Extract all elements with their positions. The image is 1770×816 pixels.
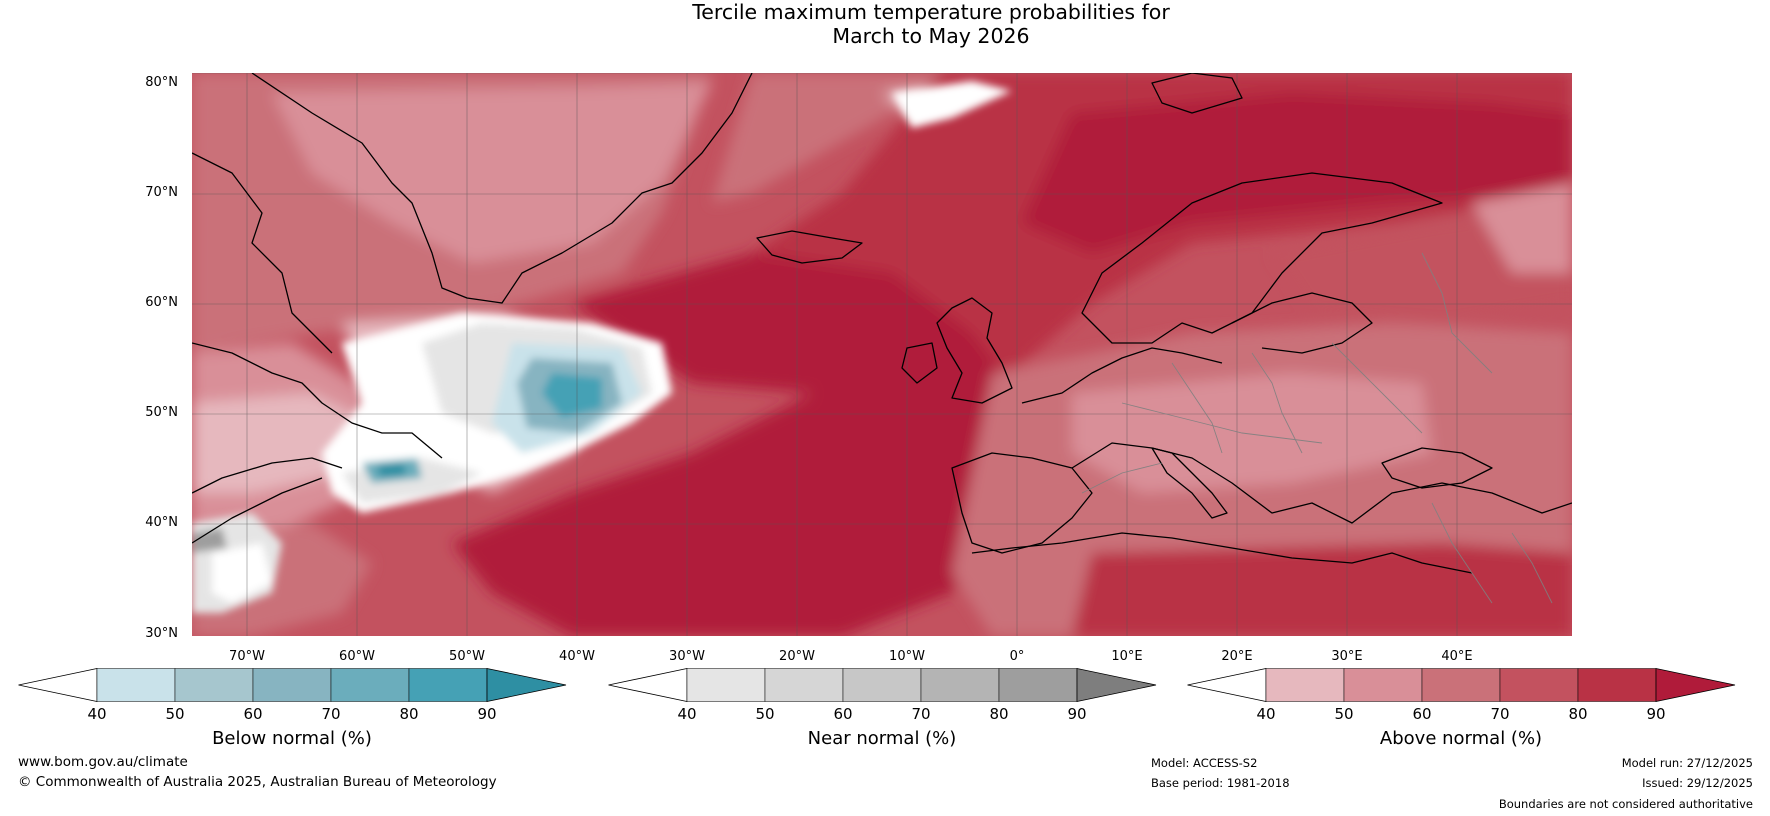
disclaimer-text: Boundaries are not considered authoritat… <box>1498 797 1753 811</box>
lat-label-80n: 80°N <box>145 75 178 90</box>
above-colorbar-cell <box>1421 668 1501 702</box>
lat-label-60n: 60°N <box>145 295 178 310</box>
below-colorbar-cell <box>174 668 254 702</box>
above-colorbar-cell <box>1265 668 1345 702</box>
baffin-coast <box>192 152 333 354</box>
lon-label-40e: 40°E <box>1441 649 1473 664</box>
above-tick-70: 70 <box>1490 705 1510 723</box>
baltic-coast <box>1231 292 1373 354</box>
near-tick-70: 70 <box>911 705 931 723</box>
near-colorbar-cell <box>920 668 1000 702</box>
above-colorbar-upper-extension <box>1655 668 1736 702</box>
near-tick-40: 40 <box>677 705 697 723</box>
europe-mainland-coast <box>1021 347 1223 404</box>
below-normal-label: Below normal (%) <box>212 728 372 749</box>
above-colorbar-cell <box>1577 668 1657 702</box>
lon-label-20e: 20°E <box>1221 649 1253 664</box>
below-normal-region <box>192 81 1012 613</box>
near-colorbar-cell <box>764 668 844 702</box>
country-borders <box>1081 252 1553 604</box>
near-colorbar-upper-extension <box>1076 668 1157 702</box>
model-text: Model: ACCESS-S2 <box>1151 756 1258 770</box>
above-normal-colorbar <box>1187 668 1736 702</box>
north-africa-coast <box>971 532 1473 574</box>
title-line-2: March to May 2026 <box>832 24 1030 48</box>
below-tick-90: 90 <box>477 705 497 723</box>
near-normal-colorbar <box>608 668 1157 702</box>
lon-label-10e: 10°E <box>1111 649 1143 664</box>
coastlines <box>192 73 1572 574</box>
near-tick-80: 80 <box>989 705 1009 723</box>
labrador-coast <box>192 342 443 459</box>
ireland-coast <box>901 342 938 384</box>
near-colorbar-cell <box>842 668 922 702</box>
great-britain-coast <box>936 297 1013 404</box>
below-colorbar-cell <box>408 668 488 702</box>
north-america-east-coast <box>192 477 323 544</box>
lat-label-50n: 50°N <box>145 405 178 420</box>
above-tick-40: 40 <box>1256 705 1276 723</box>
below-colorbar-lower-extension <box>18 668 98 702</box>
above-colorbar-cell <box>1343 668 1423 702</box>
near-tick-60: 60 <box>833 705 853 723</box>
lon-label-10w: 10°W <box>889 649 925 664</box>
above-tick-80: 80 <box>1568 705 1588 723</box>
above-colorbar-lower-extension <box>1187 668 1267 702</box>
nova-scotia-coast <box>192 457 343 494</box>
website-text: www.bom.gov.au/climate <box>18 754 188 770</box>
below-colorbar-cell <box>330 668 410 702</box>
near-colorbar-cell <box>686 668 766 702</box>
issued-text: Issued: 29/12/2025 <box>1642 776 1753 790</box>
title-line-1: Tercile maximum temperature probabilitie… <box>692 0 1170 24</box>
black-sea-coast <box>1381 447 1493 489</box>
base-period-text: Base period: 1981-2018 <box>1151 776 1290 790</box>
iceland-coast <box>756 230 863 264</box>
below-tick-60: 60 <box>243 705 263 723</box>
svalbard-coast <box>1151 73 1243 114</box>
lon-label-20w: 20°W <box>779 649 815 664</box>
above-tick-50: 50 <box>1334 705 1354 723</box>
probability-field <box>192 73 1572 636</box>
greenland-coast <box>251 73 753 304</box>
lat-label-70n: 70°N <box>145 185 178 200</box>
below-tick-80: 80 <box>399 705 419 723</box>
lon-label-40w: 40°W <box>559 649 595 664</box>
below-tick-50: 50 <box>165 705 185 723</box>
lon-label-0: 0° <box>1009 649 1025 664</box>
near-tick-50: 50 <box>755 705 775 723</box>
graticule <box>192 73 1572 636</box>
chart-title: Tercile maximum temperature probabilitie… <box>0 0 1770 48</box>
near-colorbar-lower-extension <box>608 668 688 702</box>
below-colorbar-upper-extension <box>486 668 567 702</box>
near-normal-label: Near normal (%) <box>807 728 957 749</box>
lon-label-60w: 60°W <box>339 649 375 664</box>
below-colorbar-cell <box>96 668 176 702</box>
below-tick-70: 70 <box>321 705 341 723</box>
near-colorbar-cell <box>998 668 1078 702</box>
below-tick-40: 40 <box>87 705 107 723</box>
above-normal-label: Above normal (%) <box>1379 728 1543 749</box>
iberia-coast <box>951 452 1093 554</box>
copyright-text: © Commonwealth of Australia 2025, Austra… <box>18 774 497 790</box>
scandinavia-coast <box>1081 172 1443 344</box>
lat-label-40n: 40°N <box>145 515 178 530</box>
lat-label-30n: 30°N <box>145 626 178 641</box>
above-tick-90: 90 <box>1646 705 1666 723</box>
lon-label-70w: 70°W <box>229 649 265 664</box>
lon-label-30e: 30°E <box>1331 649 1363 664</box>
below-normal-colorbar <box>18 668 567 702</box>
near-tick-90: 90 <box>1067 705 1087 723</box>
model-run-text: Model run: 27/12/2025 <box>1621 756 1753 770</box>
italy-coast <box>1151 447 1228 519</box>
lon-label-50w: 50°W <box>449 649 485 664</box>
above-tick-60: 60 <box>1412 705 1432 723</box>
lon-label-30w: 30°W <box>669 649 705 664</box>
above-colorbar-cell <box>1499 668 1579 702</box>
probability-map <box>192 73 1572 636</box>
below-colorbar-cell <box>252 668 332 702</box>
